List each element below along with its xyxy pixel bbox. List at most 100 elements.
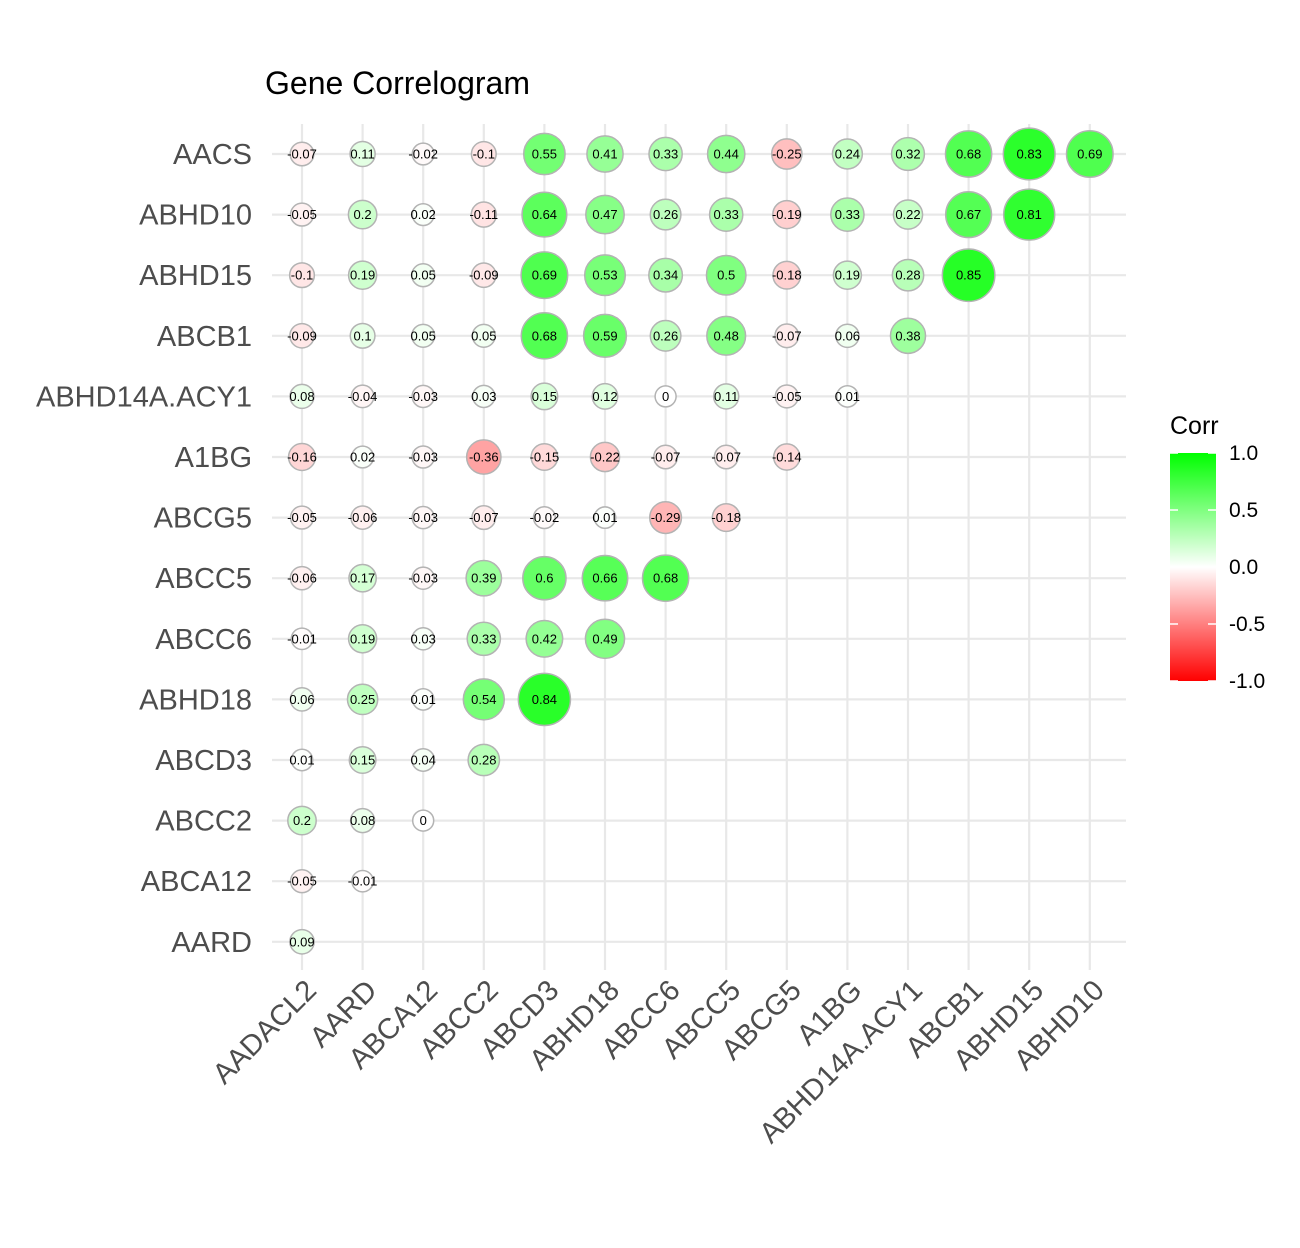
corr-value-label: 0.22	[895, 207, 920, 222]
corr-circle	[774, 384, 799, 409]
corr-value-label: 0.26	[653, 328, 678, 343]
corr-value-label: 0.55	[532, 147, 557, 162]
corr-circle	[830, 197, 865, 232]
corr-value-label: -0.06	[287, 571, 317, 586]
y-tick-label: AACS	[173, 139, 252, 171]
x-axis-tick-labels: AADACL2AARDABCA12ABCC2ABCD3ABHD18ABCC6AB…	[207, 974, 1111, 1149]
corr-circle	[290, 748, 314, 772]
corr-circle	[411, 202, 435, 227]
corr-value-label: 0.68	[532, 328, 557, 343]
corr-circle	[467, 743, 501, 777]
corr-value-label: 0.28	[895, 268, 920, 283]
corr-value-label: 0.54	[471, 692, 496, 707]
corr-value-label: 0.69	[532, 268, 557, 283]
corr-value-label: 0.39	[471, 571, 496, 586]
corr-value-label: 0.44	[714, 147, 739, 162]
corr-circle	[584, 618, 626, 660]
corr-circle	[472, 384, 496, 409]
corr-value-label: 0.83	[1017, 147, 1042, 162]
corr-circle	[411, 263, 436, 288]
corr-value-label: 0.34	[653, 268, 678, 283]
corr-value-label: 0.49	[592, 631, 617, 646]
corr-value-label: 0.19	[835, 268, 860, 283]
corr-value-label: 0.05	[411, 328, 436, 343]
corr-value-label: -0.02	[530, 510, 560, 525]
corr-circle	[889, 317, 927, 355]
y-tick-label: ABHD18	[139, 684, 252, 716]
corr-value-label: 0.33	[714, 207, 739, 222]
corr-circle	[411, 809, 435, 832]
corr-value-label: -0.07	[651, 450, 681, 465]
corr-circle	[470, 140, 497, 168]
corr-circle	[289, 505, 315, 530]
corr-circle	[466, 621, 502, 657]
corr-circle	[289, 202, 315, 227]
corr-circle	[770, 138, 803, 170]
corr-value-label: 0.2	[354, 207, 372, 222]
corr-value-label: -0.22	[590, 450, 620, 465]
corr-value-label: -0.06	[348, 510, 378, 525]
corr-value-label: 0.84	[532, 692, 557, 707]
corr-circle	[347, 199, 378, 230]
corr-circle	[1002, 188, 1056, 241]
corr-circle	[347, 260, 378, 290]
corr-value-label: -0.07	[287, 147, 317, 162]
chart-title: Gene Correlogram	[265, 65, 530, 101]
y-tick-label: ABHD15	[139, 260, 252, 292]
corr-value-label: 0.06	[289, 692, 314, 707]
circle-layer: -0.07 0.11 -0.02 -0.1 0.55 0.41 0.33 0.44 -0.25 0…	[287, 127, 1114, 955]
corr-circle	[530, 382, 559, 411]
corr-circle	[289, 565, 315, 591]
corr-value-label: -0.07	[772, 328, 802, 343]
y-tick-label: A1BG	[175, 442, 252, 474]
corr-circle	[641, 554, 690, 603]
corr-circle	[411, 505, 436, 530]
corr-value-label: 0.69	[1077, 147, 1102, 162]
corr-value-label: -0.03	[408, 389, 438, 404]
corr-circle	[653, 444, 679, 470]
corr-value-label: 0.12	[592, 389, 617, 404]
legend-title: Corr	[1170, 412, 1219, 440]
corr-value-label: 0.01	[835, 389, 860, 404]
y-tick-label: ABCC6	[155, 624, 252, 656]
corr-circle	[289, 687, 315, 712]
corr-value-label: -0.29	[651, 510, 681, 525]
corr-circle	[520, 251, 569, 300]
legend-tick-label: -0.5	[1229, 613, 1265, 636]
corr-value-label: 0.85	[956, 268, 981, 283]
corr-circle	[708, 197, 744, 232]
corr-value-label: -0.01	[348, 874, 378, 889]
corr-value-label: 0.24	[835, 147, 860, 162]
corr-value-label: -0.07	[711, 450, 741, 465]
corr-value-label: 0.6	[535, 571, 553, 586]
corr-circle	[589, 441, 621, 473]
corr-circle	[712, 383, 740, 410]
y-tick-label: ABCB1	[157, 321, 252, 353]
corr-circle	[348, 563, 377, 593]
corr-value-label: -0.03	[408, 571, 438, 586]
corr-value-label: 0.08	[350, 813, 375, 828]
corr-value-label: 0.15	[350, 753, 375, 768]
corr-value-label: 0.66	[592, 571, 617, 586]
corr-value-label: 0.41	[592, 147, 617, 162]
corr-circle	[349, 322, 376, 349]
corr-circle	[585, 194, 625, 235]
corr-value-label: 0.26	[653, 207, 678, 222]
corr-circle	[289, 383, 315, 410]
corr-value-label: 0.38	[895, 328, 920, 343]
corr-circle	[649, 319, 682, 352]
corr-circle	[347, 624, 378, 654]
corr-value-label: 0.5	[717, 268, 735, 283]
corr-circle	[350, 505, 375, 530]
corr-value-label: -0.19	[772, 207, 802, 222]
corr-circle	[522, 555, 567, 601]
corr-circle	[471, 323, 496, 348]
corr-circle	[706, 315, 747, 356]
corr-circle	[348, 745, 377, 775]
corr-circle	[350, 384, 375, 409]
corr-circle	[530, 442, 559, 472]
corr-circle	[774, 323, 800, 349]
corr-circle	[287, 442, 317, 472]
corr-value-label: -0.15	[530, 450, 560, 465]
